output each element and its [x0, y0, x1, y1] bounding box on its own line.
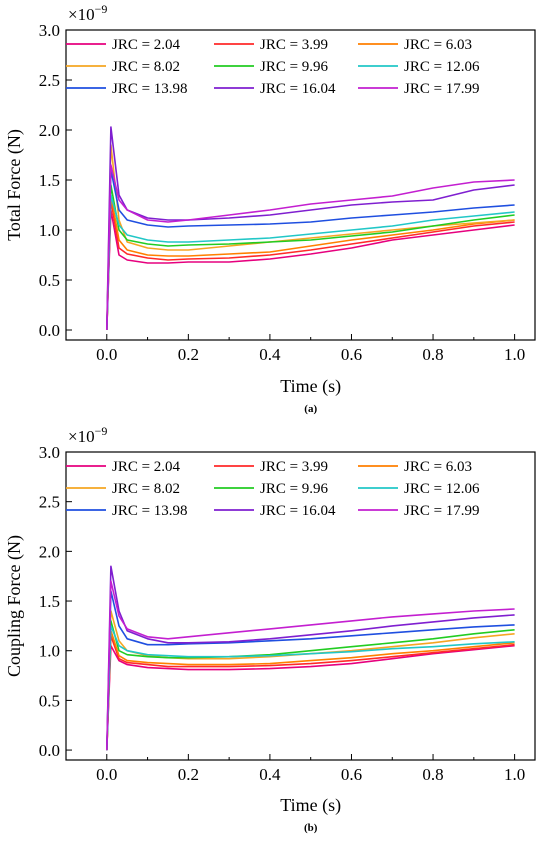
x-tick-label: 0.0 — [96, 765, 117, 784]
chart-panel-1: 0.0 0.2 0.4 0.6 0.8 1.0 0.0 0.5 1.0 1.5 2.0 2.5 3.0 ×… — [4, 2, 536, 415]
panel-caption: (b) — [304, 822, 318, 834]
series-group — [106, 126, 515, 331]
series-line-9 — [106, 580, 515, 751]
series-line-2 — [106, 634, 515, 751]
legend-label: JRC = 17.99 — [404, 503, 480, 519]
legend-label: JRC = 12.06 — [404, 59, 480, 75]
x-tick-label: 0.4 — [259, 345, 281, 364]
y-tick-label: 0.0 — [39, 741, 60, 760]
plot-frame — [65, 29, 536, 341]
y-multiplier-base: ×10 — [68, 5, 95, 24]
y-tick-label: 0.0 — [39, 321, 60, 340]
legend-label: JRC = 3.99 — [260, 37, 328, 53]
y-multiplier-exponent: −9 — [95, 2, 108, 16]
legend-label: JRC = 2.04 — [112, 37, 181, 53]
legend-label: JRC = 17.99 — [404, 81, 480, 97]
x-tick-label: 0.8 — [422, 345, 443, 364]
legend-label: JRC = 13.98 — [112, 503, 188, 519]
series-line-9 — [106, 164, 515, 331]
y-multiplier-exponent: −9 — [95, 424, 108, 438]
series-line-7 — [106, 590, 515, 751]
legend-label: JRC = 3.99 — [260, 459, 328, 475]
plot-frame — [65, 451, 536, 761]
y-tick-label: 2.0 — [39, 542, 60, 561]
x-tick-label: 0.0 — [96, 345, 117, 364]
legend-label: JRC = 9.96 — [260, 59, 329, 75]
x-axis-label: Time (s) — [280, 376, 341, 397]
x-tick-label: 0.2 — [178, 765, 199, 784]
legend-label: JRC = 2.04 — [112, 459, 181, 475]
y-multiplier: ×10−9 — [68, 2, 107, 24]
x-tick-label: 0.2 — [178, 345, 199, 364]
x-tick-label: 1.0 — [504, 765, 525, 784]
legend-label: JRC = 16.04 — [260, 503, 336, 519]
series-line-7 — [106, 169, 515, 331]
y-tick-label: 2.5 — [39, 71, 60, 90]
y-tick-label: 2.0 — [39, 121, 60, 140]
y-multiplier: ×10−9 — [68, 424, 107, 446]
series-line-5 — [106, 184, 515, 331]
legend-label: JRC = 13.98 — [112, 81, 188, 97]
legend-label: JRC = 6.03 — [404, 459, 472, 475]
y-tick-label: 0.5 — [39, 691, 60, 710]
y-axis-label: Coupling Force (N) — [4, 535, 25, 677]
x-tick-label: 0.6 — [341, 345, 362, 364]
y-tick-label: 1.5 — [39, 592, 60, 611]
series-line-6 — [106, 194, 515, 331]
y-multiplier-base: ×10 — [68, 427, 95, 446]
series-line-3 — [106, 629, 515, 751]
y-axis-label: Total Force (N) — [4, 129, 25, 241]
legend-label: JRC = 9.96 — [260, 481, 329, 497]
series-group — [106, 565, 515, 751]
legend: JRC = 2.04 JRC = 3.99 JRC = 6.03 JRC = 8.02… — [66, 459, 480, 519]
series-line-1 — [106, 644, 515, 751]
legend: JRC = 2.04 JRC = 3.99 JRC = 6.03 JRC = 8.02… — [66, 37, 480, 97]
series-line-8 — [106, 565, 515, 751]
y-tick-label: 3.0 — [39, 443, 60, 462]
series-line-6 — [106, 625, 515, 751]
legend-label: JRC = 8.02 — [112, 59, 180, 75]
x-tick-label: 1.0 — [504, 345, 525, 364]
legend-label: JRC = 8.02 — [112, 481, 180, 497]
series-line-4 — [106, 610, 515, 751]
y-tick-label: 1.5 — [39, 171, 60, 190]
legend-label: JRC = 16.04 — [260, 81, 336, 97]
x-tick-label: 0.4 — [259, 765, 281, 784]
series-line-4 — [106, 144, 515, 331]
legend-label: JRC = 6.03 — [404, 37, 472, 53]
y-tick-label: 0.5 — [39, 271, 60, 290]
y-tick-label: 1.0 — [39, 221, 60, 240]
panel-caption: (a) — [304, 403, 317, 415]
series-line-3 — [106, 194, 515, 331]
chart-panel-2: 0.0 0.2 0.4 0.6 0.8 1.0 0.0 0.5 1.0 1.5 2.0 2.5 3.0 ×… — [4, 424, 536, 834]
y-tick-label: 1.0 — [39, 642, 60, 661]
x-axis-label: Time (s) — [280, 795, 341, 816]
y-tick-label: 3.0 — [39, 21, 60, 40]
legend-label: JRC = 12.06 — [404, 481, 480, 497]
y-tick-label: 2.5 — [39, 493, 60, 512]
x-tick-label: 0.6 — [341, 765, 362, 784]
x-tick-label: 0.8 — [422, 765, 443, 784]
series-line-1 — [106, 209, 515, 331]
series-line-2 — [106, 199, 515, 331]
series-line-8 — [106, 126, 515, 331]
